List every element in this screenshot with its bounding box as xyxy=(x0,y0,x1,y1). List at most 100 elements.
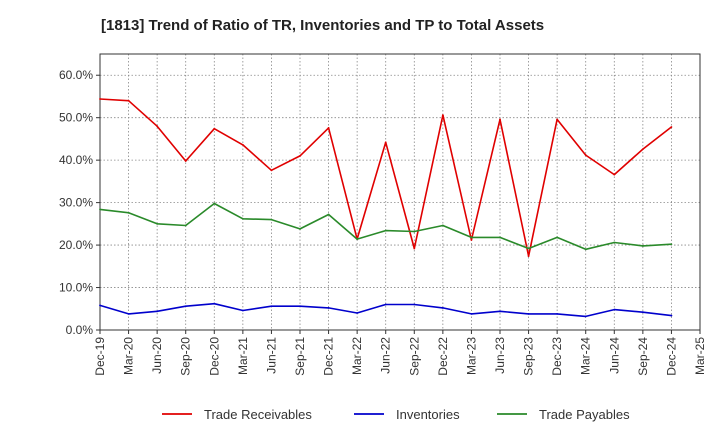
data-point xyxy=(213,202,216,205)
data-point xyxy=(241,217,244,220)
data-point xyxy=(556,312,559,315)
data-point xyxy=(470,312,473,315)
data-point xyxy=(213,302,216,305)
data-point xyxy=(184,224,187,227)
x-tick-label: Mar-23 xyxy=(464,337,478,375)
plot-frame xyxy=(99,53,701,331)
data-point xyxy=(584,248,587,251)
x-tick-label: Mar-24 xyxy=(579,337,593,375)
legend-label-2: Trade Payables xyxy=(539,407,630,422)
data-point xyxy=(441,114,444,117)
data-point xyxy=(241,143,244,146)
data-point xyxy=(613,173,616,176)
x-tick-label: Sep-24 xyxy=(636,337,650,376)
data-point xyxy=(299,155,301,157)
data-point xyxy=(184,160,187,162)
x-tick-label: Dec-24 xyxy=(664,337,678,376)
data-point xyxy=(499,310,501,313)
y-tick-label: 30.0% xyxy=(59,196,93,210)
data-point xyxy=(670,243,673,246)
data-point xyxy=(499,118,501,121)
data-point xyxy=(327,126,330,129)
data-point xyxy=(270,169,273,172)
data-point xyxy=(384,141,387,144)
x-tick-label: Sep-20 xyxy=(179,337,193,376)
data-point xyxy=(613,241,616,244)
x-tick-label: Jun-24 xyxy=(607,337,621,374)
y-tick-label: 50.0% xyxy=(59,111,93,125)
legend-label-1: Inventories xyxy=(396,407,460,422)
data-point xyxy=(299,305,301,308)
data-point xyxy=(327,307,330,309)
y-axis: 0.0% 10.0% 20.0% 30.0% 40.0% 50.0% 60.0% xyxy=(59,68,100,337)
x-tick-label: Jun-22 xyxy=(379,337,393,374)
data-point xyxy=(641,311,644,314)
data-point xyxy=(241,309,244,312)
data-point xyxy=(356,238,359,241)
legend-label-0: Trade Receivables xyxy=(204,407,312,422)
x-tick-label: Mar-21 xyxy=(236,337,250,375)
chart-title: [1813] Trend of Ratio of TR, Inventories… xyxy=(101,17,544,34)
x-tick-label: Jun-23 xyxy=(493,337,507,374)
data-point xyxy=(499,236,501,239)
data-point xyxy=(99,304,101,307)
data-point xyxy=(441,224,444,227)
data-point xyxy=(127,99,130,102)
data-point xyxy=(584,315,587,318)
data-point xyxy=(384,303,387,306)
data-point xyxy=(441,307,444,309)
x-tick-label: Dec-20 xyxy=(207,337,221,376)
x-tick-label: Mar-25 xyxy=(693,337,707,375)
x-tick-label: Mar-22 xyxy=(350,337,364,375)
data-point xyxy=(641,245,644,247)
y-tick-label: 10.0% xyxy=(59,281,93,295)
data-point xyxy=(413,230,416,233)
data-point xyxy=(213,127,216,130)
data-point xyxy=(413,247,416,250)
x-tick-label: Jun-20 xyxy=(150,337,164,374)
data-point xyxy=(641,148,644,151)
data-point xyxy=(99,98,101,100)
data-point xyxy=(556,118,559,121)
data-point xyxy=(99,208,101,211)
data-point xyxy=(356,312,359,314)
data-point xyxy=(413,303,416,306)
data-point xyxy=(527,312,530,315)
data-point xyxy=(270,218,273,221)
x-tick-label: Sep-21 xyxy=(293,337,307,376)
data-point xyxy=(384,229,387,232)
x-tick-label: Sep-22 xyxy=(407,337,421,376)
data-point xyxy=(156,125,159,128)
x-tick-label: Jun-21 xyxy=(264,337,278,374)
y-tick-label: 60.0% xyxy=(59,68,93,82)
x-tick-label: Dec-21 xyxy=(322,337,336,376)
y-tick-label: 20.0% xyxy=(59,238,93,252)
grid-lines xyxy=(100,54,700,330)
data-point xyxy=(527,247,530,250)
x-tick-label: Dec-22 xyxy=(436,337,450,376)
data-point xyxy=(470,239,473,241)
data-point xyxy=(670,314,673,317)
data-point xyxy=(470,236,473,239)
x-tick-label: Dec-19 xyxy=(93,337,107,376)
y-tick-label: 0.0% xyxy=(66,323,94,337)
data-point xyxy=(613,308,616,311)
data-point xyxy=(270,305,273,308)
y-tick-label: 40.0% xyxy=(59,153,93,167)
data-point xyxy=(670,126,673,128)
data-point xyxy=(127,211,130,214)
data-point xyxy=(156,310,159,313)
x-axis: Dec-19 Mar-20 Jun-20 Sep-20 Dec-20 Mar-21 Jun-… xyxy=(93,330,707,376)
x-tick-label: Sep-23 xyxy=(522,337,536,376)
data-point xyxy=(299,228,301,230)
data-point xyxy=(184,305,187,308)
data-point xyxy=(527,255,530,258)
legend: Trade Receivables Inventories Trade Payabl… xyxy=(162,407,630,422)
x-tick-label: Mar-20 xyxy=(122,337,136,375)
data-point xyxy=(556,236,559,239)
data-point xyxy=(127,312,130,315)
x-tick-label: Dec-23 xyxy=(550,337,564,376)
series-group xyxy=(99,98,673,318)
data-point xyxy=(327,213,330,216)
